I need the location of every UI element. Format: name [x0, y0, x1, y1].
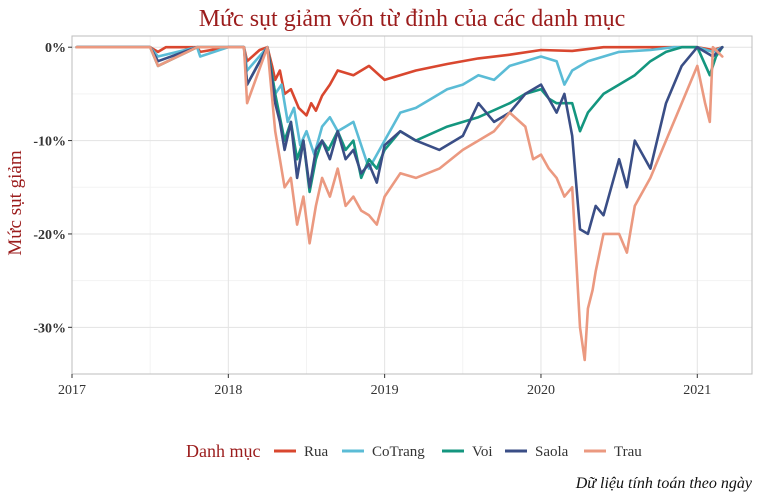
series-line-cotrang	[75, 45, 724, 170]
legend-label-voi: Voi	[472, 444, 493, 460]
x-tick-label: 2017	[58, 383, 86, 398]
legend-label-cotrang: CoTrang	[372, 444, 425, 460]
legend: Danh mục Rua CoTrang Voi Saola Trau	[186, 441, 642, 461]
y-tick-label: 0%	[45, 41, 66, 56]
y-tick-label: -20%	[33, 228, 66, 243]
legend-label-saola: Saola	[535, 444, 569, 460]
y-tick-label: -30%	[33, 321, 66, 336]
grid-major	[71, 36, 752, 374]
x-tick-label: 2021	[683, 383, 711, 398]
x-tick-label: 2018	[214, 383, 242, 398]
grid-minor	[72, 36, 752, 375]
y-axis-ticks: 0% -10% -20% -30%	[33, 41, 72, 336]
chart-title: Mức sụt giảm vốn từ đỉnh của các danh mụ…	[199, 6, 626, 32]
series-layer	[75, 45, 724, 362]
series-line-trau	[75, 45, 724, 362]
series-line-rua	[75, 45, 724, 117]
series-line-voi	[75, 45, 724, 194]
y-axis-label: Mức sụt giảm	[5, 150, 26, 256]
x-tick-label: 2019	[371, 383, 399, 398]
plot-border	[71, 35, 753, 375]
x-tick-label: 2020	[527, 383, 555, 398]
chart-caption: Dữ liệu tính toán theo ngày	[575, 475, 753, 492]
y-tick-label: -10%	[33, 135, 66, 150]
legend-label-rua: Rua	[304, 444, 329, 460]
legend-items: Rua CoTrang Voi Saola Trau	[274, 444, 642, 460]
legend-label-trau: Trau	[614, 444, 642, 460]
x-axis-ticks: 2017 2018 2019 2020 2021	[58, 374, 711, 398]
series-line-saola	[75, 45, 724, 236]
legend-title: Danh mục	[186, 441, 260, 461]
